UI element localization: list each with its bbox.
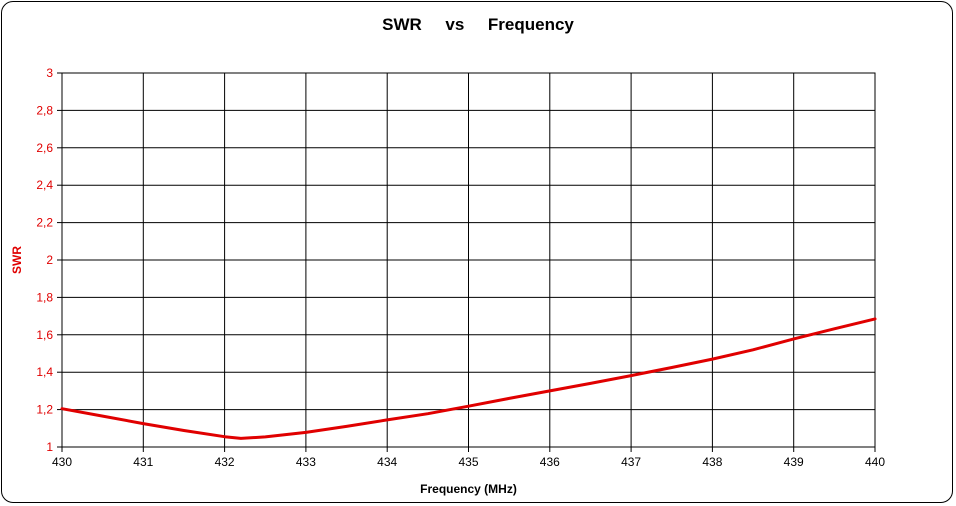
x-tick-label: 433 (296, 455, 316, 469)
grid-lines (61, 72, 876, 448)
y-tick-label: 2,4 (36, 178, 53, 192)
x-tick-label: 431 (133, 455, 153, 469)
x-tick-label: 439 (784, 455, 804, 469)
x-tick-labels: 430 431 432 433 434 435 436 437 438 439 440 (52, 455, 885, 469)
swr-series-line (60, 317, 877, 440)
y-tick-label: 2,6 (36, 141, 53, 155)
chart-title: SWR vs Frequency (382, 15, 574, 34)
x-tick-label: 438 (702, 455, 722, 469)
series-lines (60, 317, 877, 440)
y-tick-label: 2 (46, 253, 53, 267)
y-tick-label: 1,2 (36, 403, 53, 417)
y-tick-label: 1 (46, 440, 53, 454)
x-tick-label: 440 (865, 455, 885, 469)
y-tick-label: 3 (46, 66, 53, 80)
y-tick-label: 1,4 (36, 365, 53, 379)
y-tick-labels: 1 1,2 1,4 1,6 1,8 2 2,2 2,4 2,6 2,8 3 (36, 66, 53, 454)
x-tick-label: 432 (215, 455, 235, 469)
x-tick-label: 436 (540, 455, 560, 469)
y-tick-label: 2,8 (36, 103, 53, 117)
x-tick-label: 437 (621, 455, 641, 469)
y-tick-label: 1,6 (36, 328, 53, 342)
y-tick-label: 2,2 (36, 216, 53, 230)
axes (57, 72, 876, 452)
y-tick-label: 1,8 (36, 290, 53, 304)
plot-area-border (61, 72, 876, 448)
x-tick-label: 430 (52, 455, 72, 469)
y-axis-label: SWR (10, 246, 24, 274)
x-tick-label: 434 (377, 455, 397, 469)
x-tick-label: 435 (458, 455, 478, 469)
x-axis-label: Frequency (MHz) (420, 482, 517, 496)
